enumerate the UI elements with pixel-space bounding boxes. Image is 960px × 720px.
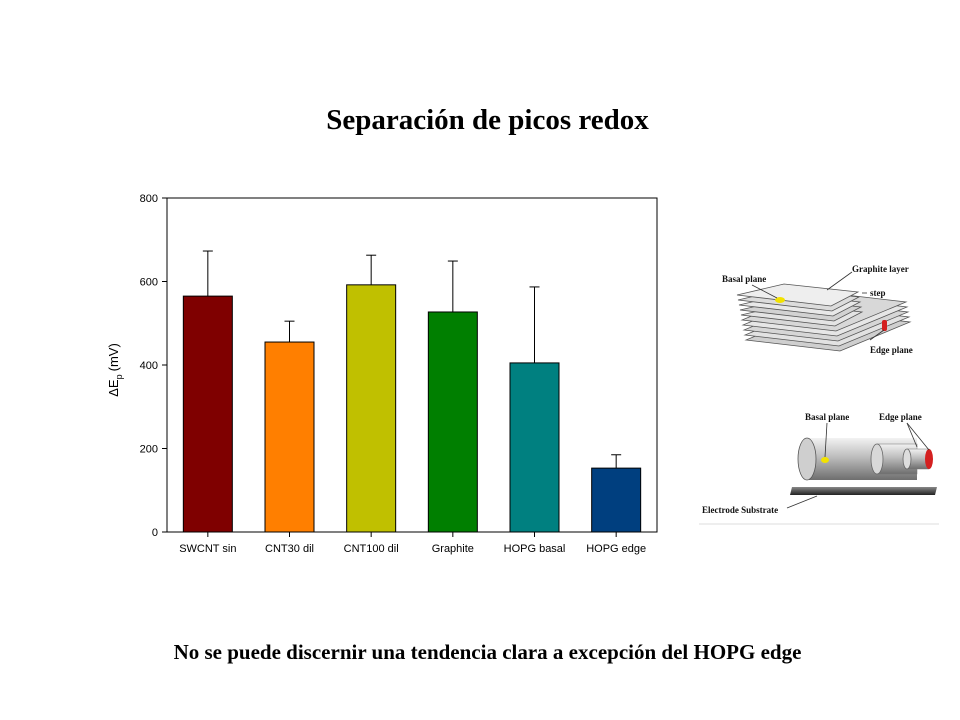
- layer-leader: [826, 271, 853, 291]
- substrate-leader: [786, 495, 818, 509]
- y-label-subscript: p: [114, 374, 124, 379]
- bars: [182, 250, 642, 533]
- y-tick-label: 600: [140, 277, 158, 289]
- y-label-unit: (mV): [106, 343, 121, 371]
- electrode-substrate-label: Electrode Substrate: [702, 505, 778, 515]
- basal-spot: [775, 297, 785, 303]
- bar: [346, 284, 397, 533]
- cylinder-diagram: Basal plane Edge plane Electrode Substra…: [699, 412, 939, 525]
- y-tick-label: 200: [140, 444, 158, 456]
- basal-plane-label: Basal plane: [722, 274, 766, 284]
- graphite-layers-diagram: Basal plane Graphite layer step Edge pla…: [722, 264, 913, 355]
- y-label-delta: Δ: [106, 388, 121, 397]
- basal-leader-cyl: [824, 422, 828, 458]
- bar: [264, 341, 315, 533]
- basal-spot-cyl: [821, 457, 829, 463]
- x-tick-label: SWCNT sin: [179, 543, 236, 555]
- basal-leader: [751, 284, 778, 299]
- y-axis-label: ΔEp (mV): [106, 343, 124, 397]
- edge-leader-cyl-2: [906, 422, 930, 451]
- y-axis: 0 200 400 600 800: [140, 193, 167, 539]
- plot-border: [166, 197, 658, 533]
- cyl-basal-plane-label: Basal plane: [805, 412, 849, 422]
- edge-plane-label: Edge plane: [870, 345, 913, 355]
- cylinder: [797, 437, 933, 481]
- y-tick-label: 800: [140, 193, 158, 205]
- edge-spot: [882, 320, 887, 331]
- bar: [182, 295, 233, 533]
- y-tick-label: 0: [152, 527, 158, 539]
- edge-leader: [869, 329, 885, 341]
- x-tick-label: HOPG basal: [504, 543, 566, 555]
- bar: [427, 311, 478, 533]
- x-tick-label: CNT100 dil: [344, 543, 399, 555]
- y-label-symbol: E: [106, 379, 121, 388]
- bar: [509, 362, 560, 533]
- slide-caption: No se puede discernir una tendencia clar…: [173, 640, 802, 664]
- edge-spot-cyl: [925, 449, 933, 469]
- x-tick-label: Graphite: [432, 543, 474, 555]
- plot-frame: [166, 197, 658, 533]
- slide-title: Separación de picos redox: [326, 104, 649, 136]
- graphite-layer-label: Graphite layer: [852, 264, 909, 274]
- step-label: step: [870, 288, 886, 298]
- electrode-substrate: [790, 487, 937, 495]
- x-tick-label: CNT30 dil: [265, 543, 314, 555]
- graphite-stack: [736, 283, 912, 352]
- cyl-edge-plane-label: Edge plane: [879, 412, 922, 422]
- x-tick-label: HOPG edge: [586, 543, 646, 555]
- bar: [591, 467, 642, 533]
- x-labels: SWCNT sin CNT30 dil CNT100 dil Graphite HOPG…: [179, 532, 646, 555]
- y-tick-label: 400: [140, 360, 158, 372]
- bar-chart: 0 200 400 600 800 SWCNT sin CNT30 dil CNT100 d…: [106, 193, 658, 555]
- edge-leader-cyl: [906, 422, 918, 448]
